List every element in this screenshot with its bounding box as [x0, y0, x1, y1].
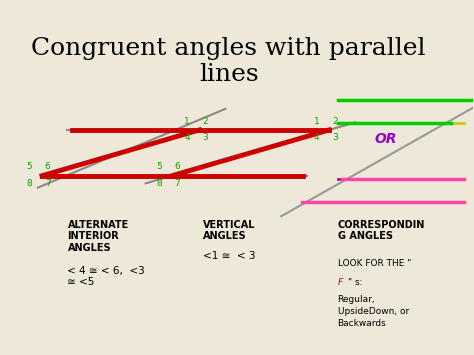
Text: 2: 2 — [332, 116, 337, 126]
Text: 3: 3 — [202, 133, 208, 142]
Text: 5: 5 — [27, 162, 32, 171]
Text: VERTICAL
ANGLES: VERTICAL ANGLES — [202, 220, 255, 241]
Text: <1 ≅  < 3: <1 ≅ < 3 — [202, 251, 255, 262]
Text: 8: 8 — [27, 179, 32, 188]
Text: 1: 1 — [314, 116, 319, 126]
Text: 7: 7 — [175, 179, 181, 188]
Text: F: F — [337, 278, 343, 287]
Text: 8: 8 — [156, 179, 162, 188]
Text: 2: 2 — [202, 116, 208, 126]
Text: 4: 4 — [184, 133, 190, 142]
Text: " s:: " s: — [348, 278, 363, 287]
Text: 1: 1 — [184, 116, 190, 126]
Text: LOOK FOR THE ": LOOK FOR THE " — [337, 258, 411, 268]
Text: ALTERNATE
INTERIOR
ANGLES: ALTERNATE INTERIOR ANGLES — [67, 220, 129, 253]
Text: 4: 4 — [314, 133, 319, 142]
Text: 3: 3 — [332, 133, 338, 142]
Text: Congruent angles with parallel
lines: Congruent angles with parallel lines — [31, 37, 426, 86]
Text: 6: 6 — [45, 162, 51, 171]
Text: 7: 7 — [45, 179, 51, 188]
Text: 6: 6 — [175, 162, 181, 171]
Text: < 4 ≅ < 6,  <3
≅ <5: < 4 ≅ < 6, <3 ≅ <5 — [67, 266, 145, 287]
Text: 5: 5 — [156, 162, 162, 171]
Text: Regular,
UpsideDown, or
Backwards: Regular, UpsideDown, or Backwards — [337, 295, 409, 328]
Text: OR: OR — [374, 132, 397, 146]
Text: CORRESPONDIN
G ANGLES: CORRESPONDIN G ANGLES — [337, 220, 425, 241]
